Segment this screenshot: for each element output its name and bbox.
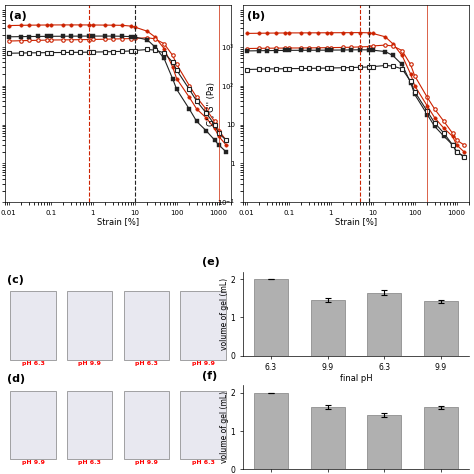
Bar bbox=[10, 291, 56, 360]
Bar bbox=[67, 391, 112, 459]
Bar bbox=[124, 391, 169, 459]
Bar bbox=[254, 279, 288, 356]
Y-axis label: G', G'' (Pa): G', G'' (Pa) bbox=[207, 82, 216, 126]
Text: pH 9.9: pH 9.9 bbox=[78, 361, 101, 365]
Bar bbox=[424, 301, 458, 356]
X-axis label: Strain [%]: Strain [%] bbox=[335, 218, 377, 227]
Bar bbox=[424, 407, 458, 469]
Bar bbox=[254, 393, 288, 469]
Bar bbox=[67, 291, 112, 360]
Text: pH 9.9: pH 9.9 bbox=[191, 361, 214, 365]
X-axis label: final pH: final pH bbox=[340, 374, 372, 383]
Bar bbox=[10, 391, 56, 459]
Bar bbox=[180, 391, 226, 459]
Y-axis label: volume of gel (mL): volume of gel (mL) bbox=[220, 391, 229, 463]
Bar bbox=[367, 415, 401, 469]
Text: (a): (a) bbox=[9, 11, 27, 21]
Bar bbox=[124, 291, 169, 360]
Text: (e): (e) bbox=[202, 257, 219, 267]
Bar bbox=[180, 291, 226, 360]
Text: (d): (d) bbox=[7, 374, 25, 384]
Text: pH 6.3: pH 6.3 bbox=[78, 460, 101, 465]
Text: pH 6.3: pH 6.3 bbox=[191, 460, 214, 465]
Bar bbox=[367, 292, 401, 356]
Text: pH 6.3: pH 6.3 bbox=[135, 361, 158, 365]
X-axis label: Strain [%]: Strain [%] bbox=[97, 218, 139, 227]
Bar bbox=[310, 407, 345, 469]
Y-axis label: volume of gel (mL): volume of gel (mL) bbox=[220, 278, 229, 350]
Text: pH 6.3: pH 6.3 bbox=[22, 361, 45, 365]
Text: (c): (c) bbox=[7, 274, 24, 284]
Bar bbox=[310, 300, 345, 356]
Text: pH 9.9: pH 9.9 bbox=[22, 460, 45, 465]
Text: (f): (f) bbox=[202, 371, 217, 381]
Text: pH 9.9: pH 9.9 bbox=[135, 460, 158, 465]
Text: (b): (b) bbox=[247, 11, 265, 21]
